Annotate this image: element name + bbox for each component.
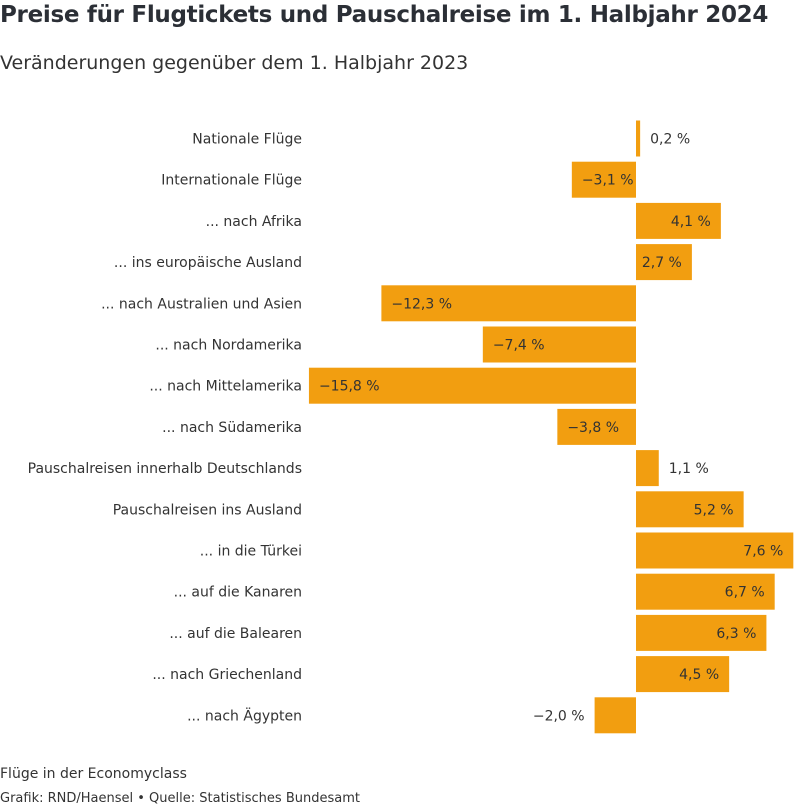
value-label: 6,3 % — [716, 626, 756, 642]
value-label: 4,1 % — [671, 214, 711, 230]
category-label: ... auf die Kanaren — [174, 585, 302, 601]
category-label: ... auf die Balearen — [169, 626, 302, 642]
value-label: −2,0 % — [533, 708, 585, 724]
bar — [636, 614, 767, 651]
value-label: −3,1 % — [582, 173, 634, 189]
category-label: Internationale Flüge — [161, 173, 302, 189]
category-label: ... nach Ägypten — [187, 706, 302, 724]
category-label: ... nach Afrika — [206, 214, 302, 230]
value-label: 1,1 % — [669, 461, 709, 477]
chart-subtitle: Veränderungen gegenüber dem 1. Halbjahr … — [0, 52, 469, 74]
bar — [636, 202, 721, 239]
bar — [636, 532, 794, 569]
category-label: ... in die Türkei — [200, 544, 302, 560]
value-label: 6,7 % — [725, 585, 765, 601]
value-label: 2,7 % — [642, 255, 682, 271]
value-label: 7,6 % — [743, 544, 783, 560]
chart-title: Preise für Flugtickets und Pauschalreise… — [0, 2, 769, 28]
category-label: Pauschalreisen innerhalb Deutschlands — [28, 461, 302, 477]
value-label: −12,3 % — [391, 296, 452, 312]
bar — [636, 244, 692, 281]
value-label: −15,8 % — [319, 379, 380, 395]
bar-chart: Nationale Flüge 0,2 % Internationale Flüge… — [28, 120, 794, 734]
bar — [636, 573, 775, 610]
value-label: 5,2 % — [694, 502, 734, 518]
bar — [594, 697, 636, 734]
bar — [557, 408, 636, 445]
value-label: −7,4 % — [493, 338, 545, 354]
source-credit: Grafik: RND/Haensel • Quelle: Statistisc… — [0, 791, 360, 806]
value-label: −3,8 % — [567, 420, 619, 436]
bar — [636, 491, 744, 528]
category-label: Pauschalreisen ins Ausland — [113, 502, 302, 518]
category-label: ... nach Griechenland — [152, 667, 302, 683]
footnote: Flüge in der Economyclass — [0, 766, 187, 782]
value-label: 4,5 % — [679, 667, 719, 683]
category-label: ... nach Australien und Asien — [101, 296, 302, 312]
bar — [636, 656, 730, 693]
bar — [381, 285, 636, 322]
category-label: Nationale Flüge — [192, 132, 302, 148]
category-label: ... nach Mittelamerika — [149, 379, 302, 395]
bar — [308, 367, 636, 404]
bar — [636, 120, 641, 157]
bar — [571, 161, 636, 198]
bar — [636, 450, 659, 487]
value-label: 0,2 % — [650, 132, 690, 148]
category-label: ... nach Nordamerika — [155, 338, 302, 354]
bar — [482, 326, 636, 363]
category-label: ... nach Südamerika — [162, 420, 302, 436]
category-label: ... ins europäische Ausland — [114, 255, 302, 271]
